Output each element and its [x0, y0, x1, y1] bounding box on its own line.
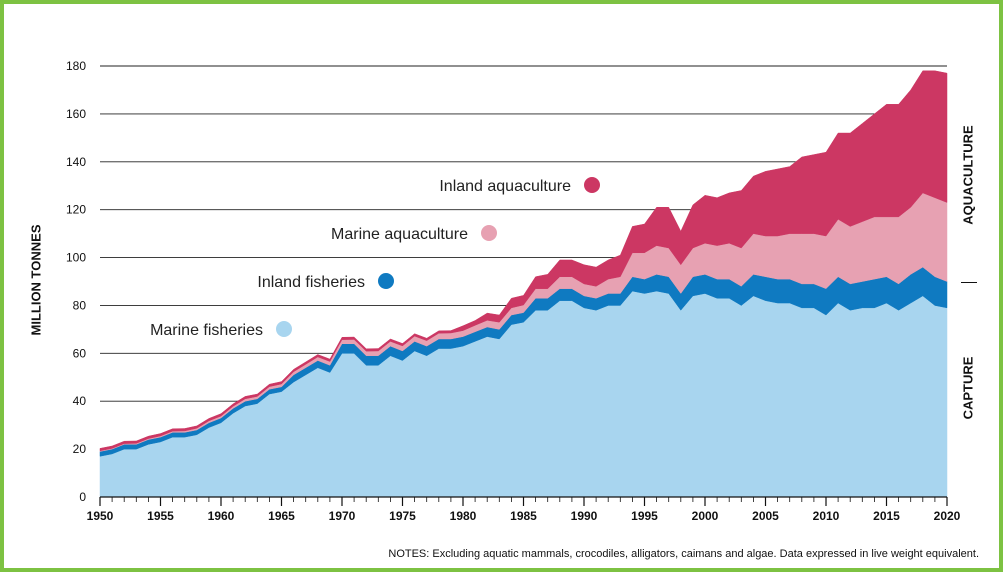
y-tick-label: 120 — [66, 203, 86, 217]
legend-dot-marine-aquaculture — [481, 225, 497, 241]
legend-dot-inland-fisheries — [378, 273, 394, 289]
axes: 0 20 40 60 80 100 120 140 160 180 1950 1955 1960 1965… — [66, 59, 961, 523]
x-tick-label: 1980 — [450, 509, 477, 523]
x-tick-label: 2010 — [813, 509, 840, 523]
legend-label-inland-fisheries: Inland fisheries — [257, 274, 365, 291]
y-tick-label: 60 — [73, 346, 87, 360]
x-tick-label: 1960 — [208, 509, 235, 523]
x-tick-label: 1970 — [329, 509, 356, 523]
y-axis-label: MILLION TONNES — [28, 224, 44, 336]
y-tick-label: 0 — [79, 490, 86, 504]
x-tick-label: 1965 — [268, 509, 295, 523]
y-tick-label: 20 — [73, 442, 87, 456]
area-inland-aquaculture — [99, 70, 948, 452]
capture-side-label: CAPTURE — [960, 356, 976, 420]
x-tick-label: 2005 — [752, 509, 779, 523]
legend-label-marine-fisheries: Marine fisheries — [150, 322, 263, 339]
y-tick-label: 40 — [73, 394, 87, 408]
x-tick-label: 2000 — [692, 509, 719, 523]
chart-notes: NOTES: Excluding aquatic mammals, crocod… — [388, 548, 979, 560]
x-tick-label: 1955 — [147, 509, 174, 523]
x-tick-label: 1975 — [389, 509, 416, 523]
x-tick-label: 2015 — [873, 509, 900, 523]
legend-label-inland-aquaculture: Inland aquaculture — [439, 178, 571, 195]
aquaculture-side-label: AQUACULTURE — [960, 125, 976, 225]
legend-dot-inland-aquaculture — [584, 177, 600, 193]
y-tick-label: 80 — [73, 298, 87, 312]
x-tick-label: 1985 — [510, 509, 537, 523]
x-tick-label: 1990 — [571, 509, 598, 523]
y-tick-label: 140 — [66, 155, 86, 169]
y-tick-label: 180 — [66, 59, 86, 73]
y-tick-label: 100 — [66, 251, 86, 265]
x-tick-label: 1995 — [631, 509, 658, 523]
legend-dot-marine-fisheries — [276, 321, 292, 337]
legend: Inland aquaculture Marine aquaculture Inla… — [150, 177, 600, 339]
y-tick-label: 160 — [66, 107, 86, 121]
area-series — [99, 70, 948, 498]
legend-label-marine-aquaculture: Marine aquaculture — [331, 226, 468, 243]
x-tick-label: 2020 — [934, 509, 961, 523]
x-tick-label: 1950 — [87, 509, 114, 523]
side-divider — [961, 282, 977, 283]
